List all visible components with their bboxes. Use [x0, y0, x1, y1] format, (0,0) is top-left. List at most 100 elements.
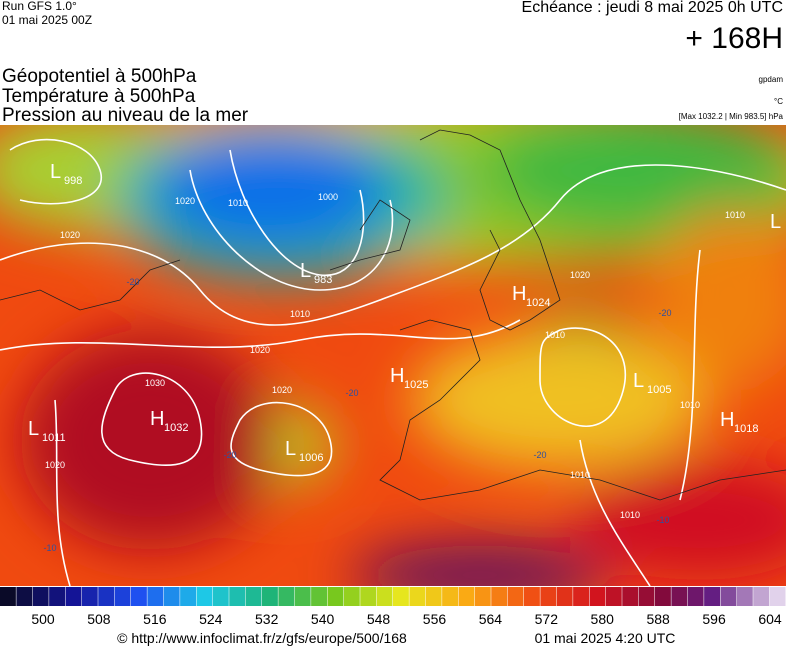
title: Pression au niveau de la mer [2, 105, 249, 126]
colorbar-swatch [540, 587, 557, 606]
colorbar-label: 516 [143, 611, 167, 627]
temperature-label: -10 [43, 543, 56, 553]
colorbar-swatch [491, 587, 508, 606]
isobar-label: 1010 [680, 400, 700, 410]
isobar-label: 1000 [318, 192, 338, 202]
isobar-label: 1020 [60, 230, 80, 240]
colorbar-swatch [376, 587, 393, 606]
pressure-center-type: L [633, 370, 644, 392]
colorbar-swatch [736, 587, 753, 606]
pressure-center-value: 998 [64, 175, 82, 187]
colorbar-swatch [507, 587, 524, 606]
colorbar-swatch [98, 587, 115, 606]
colorbar-swatch [196, 587, 213, 606]
colorbar-swatch [262, 587, 278, 606]
colorbar-swatch [671, 587, 688, 606]
colorbar-swatch [556, 587, 573, 606]
colorbar-label: 596 [702, 611, 726, 627]
colorbar-swatch [65, 587, 82, 606]
colorbar-swatch [114, 587, 131, 606]
isobar-label: 1020 [175, 196, 195, 206]
colorbar-swatch [655, 587, 671, 606]
colorbar-swatch [524, 587, 540, 606]
colorbar-swatch [638, 587, 655, 606]
colorbar-swatch [294, 587, 311, 606]
isobar-label: 1010 [725, 210, 745, 220]
colorbar-swatch [278, 587, 295, 606]
colorbar-swatch [393, 587, 409, 606]
colorbar-swatch [49, 587, 65, 606]
isobar-label: 1030 [145, 378, 165, 388]
colorbar-swatch [409, 587, 426, 606]
colorbar-swatch [180, 587, 196, 606]
colorbar-swatch [442, 587, 458, 606]
colorbar-swatch [720, 587, 737, 606]
pressure-center-type: L [50, 161, 61, 183]
pressure-center-type: H [390, 365, 404, 387]
pressure-center-value: 983 [314, 274, 332, 286]
colorbar-label: 588 [646, 611, 670, 627]
unit: °C [774, 97, 783, 106]
unit: gpdam [759, 75, 784, 84]
colorbar-swatch [769, 587, 786, 606]
pressure-center-type: L [300, 260, 311, 282]
pressure-center-value: 1006 [299, 452, 323, 464]
colorbar-swatch [687, 587, 704, 606]
colorbar-label: 548 [367, 611, 391, 627]
colorbar-swatch [425, 587, 442, 606]
colorbar-swatch [245, 587, 262, 606]
title: Température à 500hPa [2, 86, 196, 107]
lead-time: + 168H [685, 22, 783, 55]
temperature-label: -20 [345, 388, 358, 398]
colorbar-label: 604 [758, 611, 782, 627]
colorbar-swatch [573, 587, 589, 606]
colorbar-label: 572 [535, 611, 559, 627]
temperature-label: -20 [223, 450, 236, 460]
colorbar-swatch [753, 587, 770, 606]
colorbar-swatch [131, 587, 147, 606]
colorbar-label: 556 [423, 611, 447, 627]
pressure-range: [Max 1032.2 | Min 983.5] hPa [679, 112, 784, 121]
colorbar-swatch [147, 587, 164, 606]
colorbar-swatch [327, 587, 344, 606]
colorbar-swatch [229, 587, 246, 606]
colorbar-label: 580 [591, 611, 615, 627]
temperature-label: -20 [126, 277, 139, 287]
temperature-label: -20 [658, 308, 671, 318]
isobar-label: 1020 [45, 460, 65, 470]
pressure-center-value: 1018 [734, 423, 758, 435]
colorbar-label: 508 [87, 611, 111, 627]
title: Géopotentiel à 500hPa [2, 66, 197, 87]
colorbar-label: 532 [255, 611, 279, 627]
pressure-center-type: L [285, 438, 296, 460]
colorbar-swatch [704, 587, 720, 606]
pressure-center-value: 1025 [404, 379, 428, 391]
run-label: Run GFS 1.0° [2, 0, 77, 13]
isobar-label: 1010 [228, 198, 248, 208]
colorbar-swatch [343, 587, 360, 606]
pressure-center-type: L [770, 211, 781, 233]
colorbar-label: 524 [199, 611, 223, 627]
colorbar-swatch [0, 587, 16, 606]
colorbar-swatch [311, 587, 327, 606]
colorbar-label: 500 [31, 611, 55, 627]
colorbar-swatch [360, 587, 377, 606]
pressure-center-value: 1011 [42, 432, 66, 444]
colorbar-swatch [81, 587, 98, 606]
colorbar-label: 540 [311, 611, 335, 627]
temperature-label: -20 [533, 450, 546, 460]
isobar-label: 1020 [272, 385, 292, 395]
isobars [0, 138, 786, 586]
isobar-label: 1020 [570, 270, 590, 280]
coastlines [0, 129, 786, 501]
colorbar-swatch [212, 587, 229, 606]
colorbar-label: 564 [479, 611, 503, 627]
isobar-label: 1020 [250, 345, 270, 355]
temperature-label: -10 [656, 515, 669, 525]
pressure-center-type: H [720, 409, 734, 431]
pressure-center-value: 1005 [647, 384, 671, 396]
pressure-center-type: H [150, 408, 164, 430]
colorbar-swatch [605, 587, 622, 606]
colorbar-swatch [458, 587, 475, 606]
